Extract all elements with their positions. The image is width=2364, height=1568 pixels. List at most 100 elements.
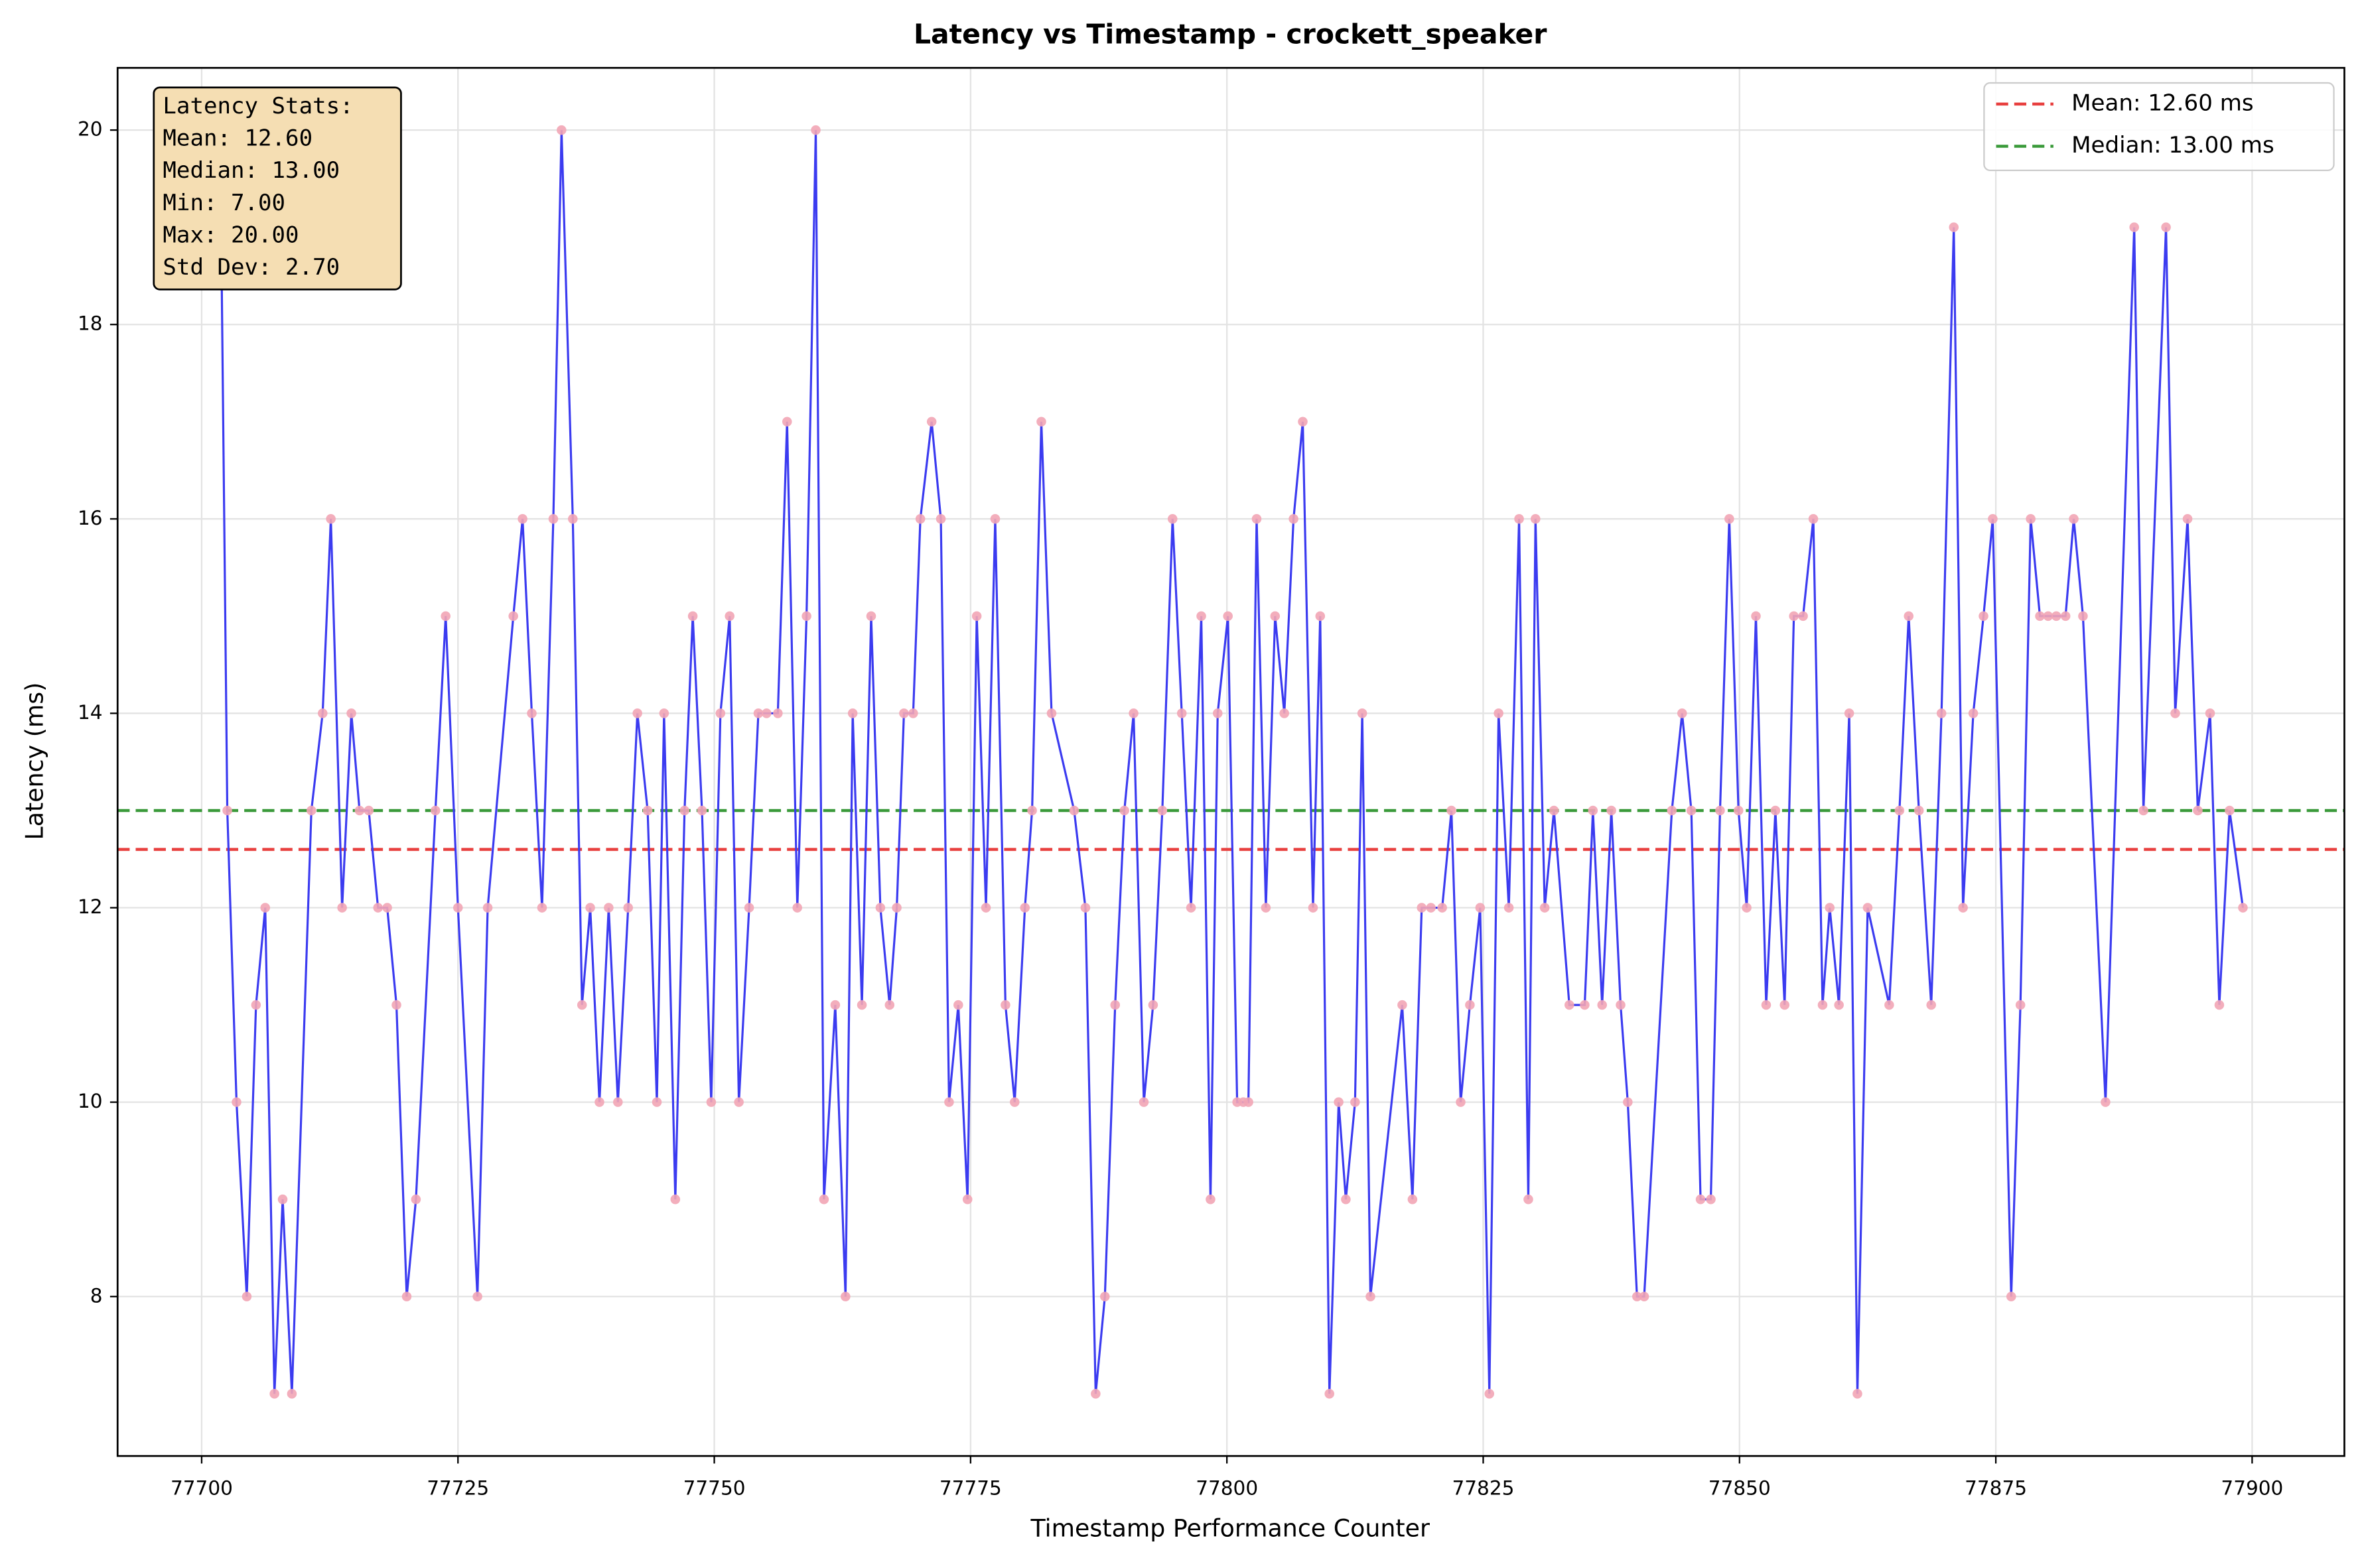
data-point — [232, 1097, 242, 1107]
data-point — [2170, 708, 2180, 718]
data-point — [971, 611, 982, 621]
data-point — [762, 708, 772, 718]
data-point — [811, 125, 821, 135]
y-tick-label: 18 — [78, 312, 103, 335]
data-point — [568, 514, 578, 524]
x-tick-label: 77850 — [1708, 1477, 1771, 1500]
data-point — [242, 1291, 252, 1302]
data-point — [1706, 1194, 1716, 1205]
data-point — [1261, 903, 1271, 913]
data-point — [1446, 805, 1456, 816]
x-tick-label: 77725 — [427, 1477, 489, 1500]
data-point — [1639, 1291, 1649, 1302]
data-point — [1407, 1194, 1418, 1205]
data-point — [1350, 1097, 1360, 1107]
data-point — [875, 903, 886, 913]
data-point — [753, 708, 764, 718]
data-point — [2101, 1097, 2111, 1107]
legend-label: Mean: 12.60 ms — [2071, 90, 2254, 116]
data-point — [715, 708, 726, 718]
x-tick-label: 77800 — [1196, 1477, 1258, 1500]
data-point — [734, 1097, 744, 1107]
x-tick-label: 77750 — [683, 1477, 746, 1500]
data-point — [990, 514, 1001, 524]
data-point — [430, 805, 441, 816]
data-point — [1139, 1097, 1149, 1107]
data-point — [1988, 514, 1998, 524]
data-point — [1884, 1000, 1894, 1010]
data-point — [899, 708, 909, 718]
data-point — [1503, 903, 1514, 913]
data-point — [2043, 611, 2053, 621]
data-point — [1168, 514, 1178, 524]
data-point — [1789, 611, 1799, 621]
data-point — [1936, 708, 1947, 718]
data-point — [1852, 1389, 1862, 1399]
data-point — [1279, 708, 1289, 718]
data-point — [1315, 611, 1326, 621]
y-axis-label: Latency (ms) — [21, 683, 49, 840]
data-point — [287, 1389, 297, 1399]
data-point — [2060, 611, 2071, 621]
data-point — [318, 708, 328, 718]
data-point — [697, 805, 707, 816]
data-point — [1549, 805, 1559, 816]
data-point — [2238, 903, 2248, 913]
data-point — [623, 903, 634, 913]
stats-line: Max: 20.00 — [163, 222, 299, 248]
data-point — [1046, 708, 1057, 718]
data-point — [1010, 1097, 1020, 1107]
data-point — [373, 903, 383, 913]
stats-line: Min: 7.00 — [163, 190, 285, 216]
x-tick-label: 77700 — [171, 1477, 233, 1500]
legend-label: Median: 13.00 ms — [2071, 132, 2274, 159]
data-point — [1949, 222, 1959, 232]
data-point — [354, 805, 365, 816]
data-point — [1844, 708, 1854, 718]
stats-box: Latency Stats: Mean: 12.60 Median: 13.00 Mi… — [153, 86, 402, 291]
data-point — [1129, 708, 1139, 718]
data-point — [2138, 805, 2148, 816]
data-point — [1080, 903, 1091, 913]
data-point — [604, 903, 614, 913]
data-point — [915, 514, 926, 524]
data-point — [594, 1097, 604, 1107]
data-point — [1808, 514, 1819, 524]
data-point — [1564, 1000, 1574, 1010]
data-point — [2078, 611, 2088, 621]
data-point — [364, 805, 374, 816]
data-point — [1069, 805, 1079, 816]
plot-frame — [116, 66, 2345, 1457]
data-point — [1667, 805, 1677, 816]
data-point — [537, 903, 547, 913]
data-point — [1733, 805, 1744, 816]
x-tick-label: 77900 — [2221, 1477, 2283, 1500]
data-point — [1770, 805, 1781, 816]
data-point — [1632, 1291, 1642, 1302]
data-point — [1206, 1194, 1216, 1205]
data-point — [706, 1097, 717, 1107]
chart-title: Latency vs Timestamp - crockett_speaker — [914, 19, 1547, 50]
data-point — [1904, 611, 1914, 621]
data-point — [1196, 611, 1206, 621]
data-point — [2161, 222, 2171, 232]
data-point — [1834, 1000, 1844, 1010]
data-point — [411, 1194, 421, 1205]
data-point — [2035, 611, 2045, 621]
data-point — [452, 903, 463, 913]
data-point — [1001, 1000, 1010, 1010]
data-point — [652, 1097, 662, 1107]
data-point — [725, 611, 735, 621]
data-point — [1761, 1000, 1772, 1010]
data-point — [1119, 805, 1129, 816]
data-point — [1091, 1389, 1101, 1399]
stats-line: Mean: 12.60 — [163, 125, 313, 152]
y-tick-label: 12 — [78, 895, 103, 918]
data-point — [857, 1000, 867, 1010]
data-point — [1597, 1000, 1607, 1010]
data-point — [1437, 903, 1447, 913]
legend: Mean: 12.60 ms Median: 13.00 ms — [1983, 82, 2335, 171]
data-point — [884, 1000, 895, 1010]
data-point — [744, 903, 754, 913]
